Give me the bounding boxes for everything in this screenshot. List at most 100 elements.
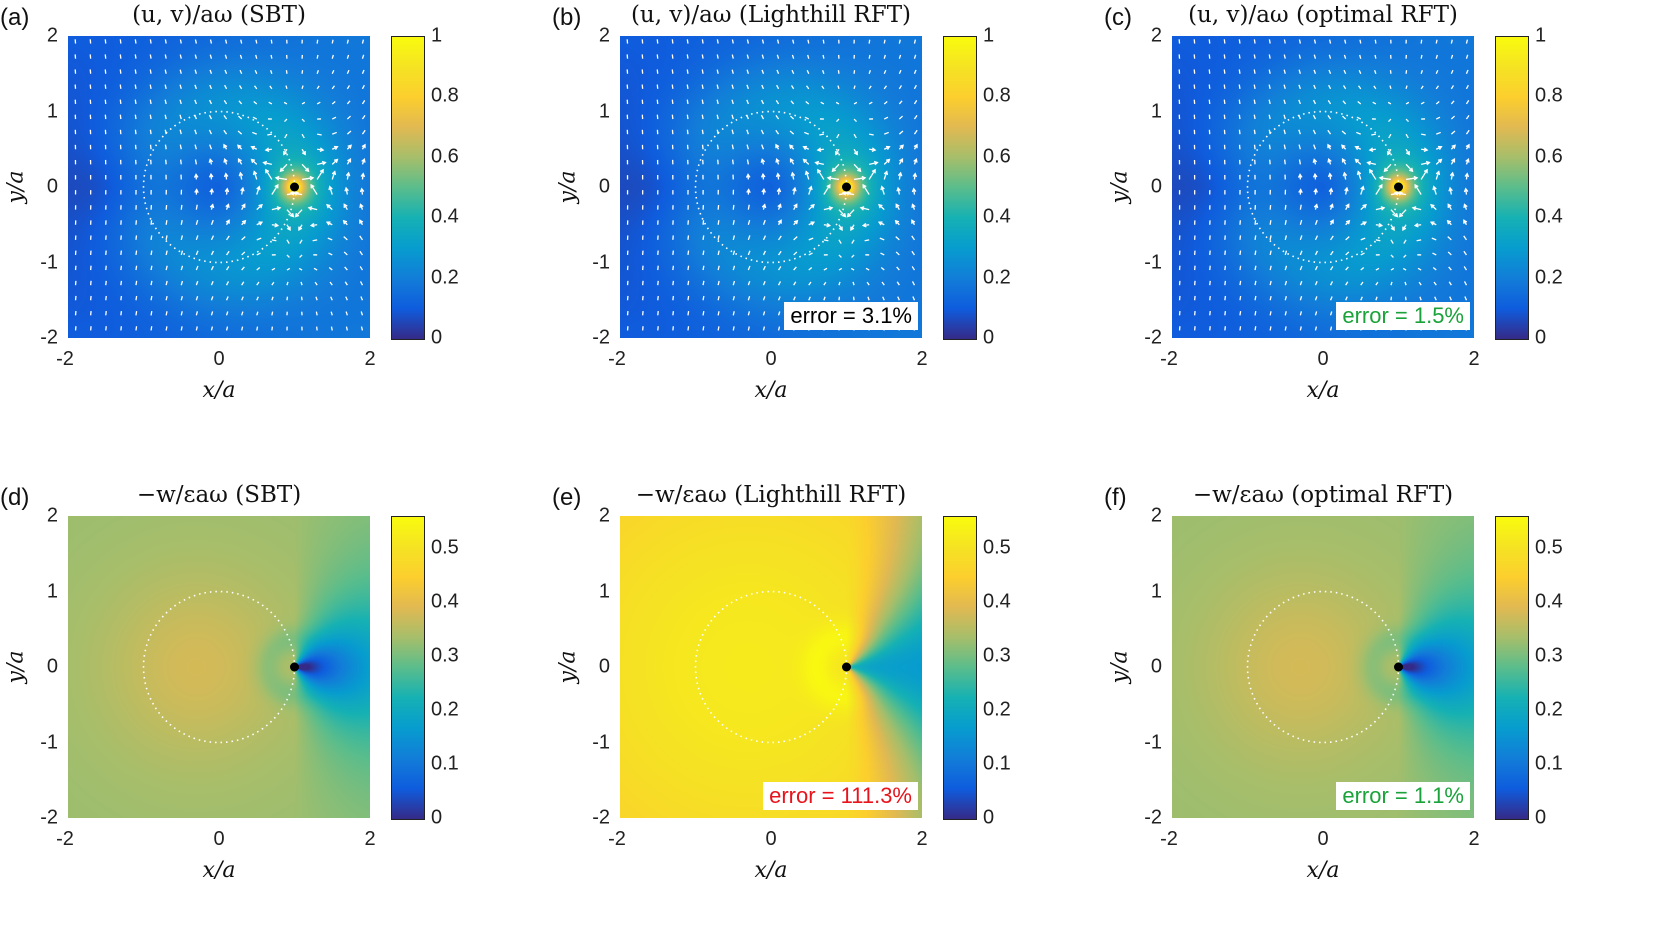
quiver-arrow — [1268, 69, 1271, 74]
quiver-arrow — [1268, 129, 1271, 135]
colorbar-tick-label: 0 — [1535, 326, 1547, 349]
quiver-arrow — [717, 265, 720, 271]
quiver-arrow — [868, 39, 871, 44]
quiver-arrow — [702, 220, 705, 225]
panel-letter: (e) — [552, 484, 582, 511]
quiver-arrow — [240, 186, 245, 195]
quiver-arrow — [150, 250, 153, 256]
quiver-arrow — [687, 235, 690, 240]
y-tick-label: -2 — [1144, 806, 1162, 829]
quiver-arrow — [1253, 69, 1256, 74]
quiver-arrow — [180, 311, 183, 316]
quiver-arrow — [762, 219, 766, 225]
colorbar-tick-label: 0 — [431, 806, 443, 829]
quiver-arrow — [328, 267, 333, 271]
quiver-arrow — [911, 203, 916, 210]
quiver-arrow — [1327, 115, 1332, 120]
quiver-arrow — [865, 267, 870, 271]
quiver-arrow — [913, 129, 918, 135]
quiver-arrow — [326, 203, 333, 211]
quiver-arrow — [1345, 266, 1349, 271]
quiver-arrow — [1314, 296, 1318, 301]
quiver-arrow — [256, 281, 260, 286]
quiver-arrow — [717, 235, 720, 240]
y-axis-label: y/a — [3, 170, 29, 204]
quiver-arrow — [256, 237, 262, 241]
quiver-arrow — [226, 235, 230, 241]
panel-letter: (c) — [1104, 4, 1132, 31]
quiver-arrow — [775, 129, 780, 135]
quiver-arrow — [301, 133, 305, 139]
error-label: error = 1.5% — [1336, 302, 1470, 330]
quiver-arrow — [252, 116, 258, 120]
y-tick-label: 0 — [598, 175, 610, 198]
quiver-arrow — [1298, 99, 1301, 105]
quiver-arrow — [671, 114, 674, 120]
quiver-arrow — [731, 54, 734, 59]
quiver-arrow — [1402, 224, 1407, 232]
quiver-arrow — [1450, 39, 1453, 44]
quiver-arrow — [226, 250, 230, 256]
quiver-arrow — [1465, 143, 1470, 150]
quiver-arrow — [1436, 131, 1441, 135]
y-tick-label: 2 — [1150, 24, 1162, 47]
quiver-arrow — [120, 311, 123, 316]
quiver-arrow — [1342, 100, 1347, 105]
quiver-arrow — [209, 69, 213, 74]
quiver-arrow — [1465, 100, 1470, 105]
y-tick-label: -1 — [592, 731, 610, 753]
quiver-arrow — [180, 220, 183, 225]
colorbar-tick-label: 0.2 — [983, 266, 1011, 289]
quiver-arrow — [238, 115, 243, 120]
quiver-arrow — [850, 267, 855, 271]
quiver-arrow — [315, 326, 318, 331]
quiver-arrow — [1238, 99, 1241, 105]
quiver-arrow — [1446, 219, 1452, 226]
quiver-arrow — [790, 115, 795, 120]
colorbar-tick-label: 0.6 — [1535, 145, 1563, 168]
quiver-arrow — [746, 69, 749, 74]
quiver-arrow — [1360, 237, 1366, 241]
error-label: error = 1.1% — [1336, 782, 1470, 810]
quiver-arrow — [913, 54, 917, 59]
quiver-arrow — [790, 171, 796, 180]
panel-title: −w/εaω (SBT) — [136, 482, 302, 508]
quiver-arrow — [150, 280, 153, 286]
quiver-arrow — [343, 236, 348, 241]
quiver-arrow — [330, 296, 333, 301]
quiver-arrow — [823, 281, 827, 286]
quiver-arrow — [256, 252, 261, 256]
quiver-arrow — [761, 54, 765, 59]
quiver-arrow — [256, 296, 259, 301]
x-axis-label: x/a — [202, 858, 236, 883]
quiver-arrow — [1366, 160, 1376, 166]
quiver-arrow — [346, 157, 352, 165]
quiver-arrow — [777, 326, 781, 331]
quiver-arrow — [331, 39, 334, 44]
quiver-arrow — [717, 326, 720, 331]
quiver-arrow — [194, 129, 197, 135]
quiver-arrow — [360, 326, 364, 331]
quiver-arrow — [209, 144, 213, 150]
quiver-arrow — [686, 69, 689, 74]
quiver-arrow — [1420, 85, 1424, 90]
quiver-arrow — [1402, 267, 1407, 271]
quiver-arrow — [808, 221, 816, 226]
quiver-arrow — [224, 187, 230, 195]
quiver-arrow — [225, 296, 229, 301]
panel-title: (u, v)/aω (optimal RFT) — [1188, 2, 1458, 28]
quiver-arrow — [241, 236, 246, 241]
quiver-arrow — [898, 85, 903, 90]
quiver-arrow — [250, 145, 258, 150]
quiver-arrow — [877, 221, 885, 226]
quiver-arrow — [179, 39, 182, 44]
quiver-arrow — [878, 203, 885, 211]
quiver-arrow — [346, 144, 352, 150]
quiver-arrow — [1223, 84, 1226, 89]
quiver-arrow — [762, 281, 766, 286]
quiver-arrow — [274, 175, 288, 181]
quiver-arrow — [746, 144, 749, 150]
quiver-arrow — [279, 163, 288, 173]
quiver-arrow — [209, 84, 213, 90]
quiver-arrow — [210, 281, 214, 286]
